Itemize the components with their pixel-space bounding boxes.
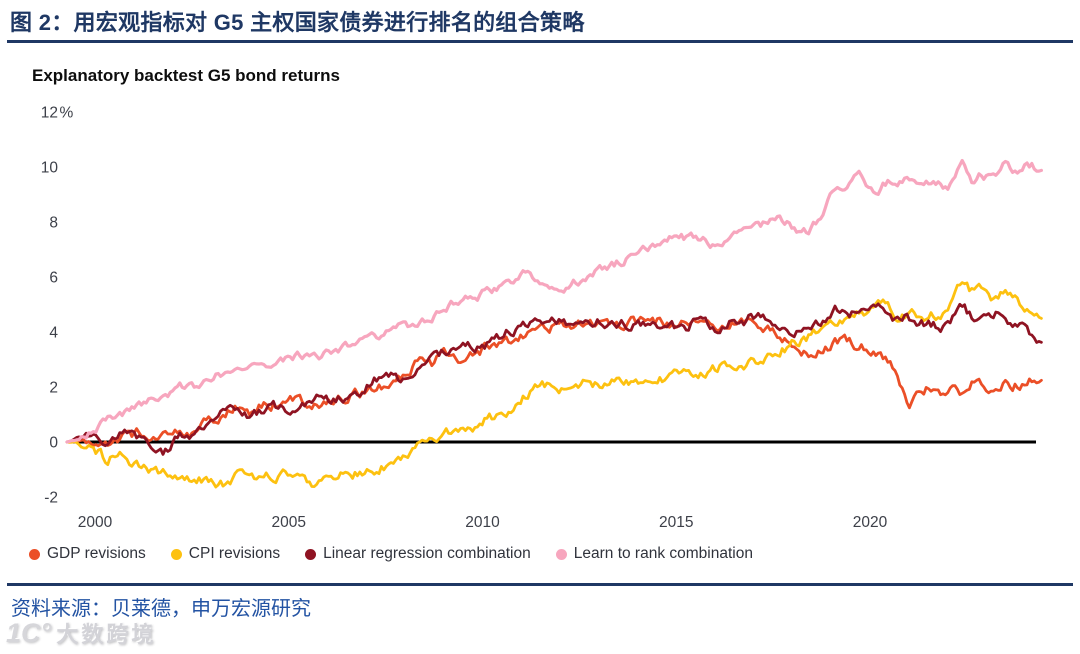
svg-text:6: 6 <box>49 270 58 287</box>
svg-text:2000: 2000 <box>78 514 113 531</box>
svg-text:2010: 2010 <box>465 514 500 531</box>
svg-text:0: 0 <box>49 435 58 452</box>
gdp-revisions-dot-icon <box>29 548 40 560</box>
legend-label: Learn to rank combination <box>573 545 753 562</box>
title-divider <box>7 40 1073 43</box>
svg-text:10: 10 <box>41 160 59 177</box>
linear-regression-dot-icon <box>305 548 317 560</box>
legend-item-learn-to-rank: Learn to rank combination <box>555 545 753 563</box>
legend-item-gdp-revisions: GDP revisions <box>29 545 146 563</box>
watermark-logo-icon: 1C° <box>6 617 52 648</box>
watermark-text: 大数跨境 <box>56 622 157 647</box>
source-text: 资料来源：贝莱德，申万宏源研究 <box>11 598 311 620</box>
chart-title: Explanatory backtest G5 bond returns <box>32 66 340 85</box>
svg-text:%: % <box>60 105 74 122</box>
legend-label: GDP revisions <box>47 545 146 562</box>
legend-label: Linear regression combination <box>323 545 531 562</box>
svg-text:4: 4 <box>49 325 58 342</box>
cpi-revisions-dot-icon <box>170 548 182 560</box>
svg-text:2020: 2020 <box>853 514 888 531</box>
legend-label: CPI revisions <box>188 545 281 562</box>
chart-legend: GDP revisions CPI revisions Linear regre… <box>29 545 753 563</box>
source-divider <box>7 583 1073 586</box>
watermark: 1C° 大数跨境 <box>6 617 156 649</box>
legend-item-cpi-revisions: CPI revisions <box>170 545 281 563</box>
svg-text:-2: -2 <box>44 490 58 507</box>
legend-item-linear-regression: Linear regression combination <box>305 545 531 563</box>
svg-text:2: 2 <box>49 380 58 397</box>
svg-text:8: 8 <box>49 215 58 232</box>
figure-title: 图 2：用宏观指标对 G5 主权国家债券进行排名的组合策略 <box>10 10 585 35</box>
svg-text:2015: 2015 <box>659 514 693 531</box>
learn-to-rank-dot-icon <box>555 548 567 560</box>
svg-text:2005: 2005 <box>272 514 306 531</box>
svg-text:12: 12 <box>41 105 58 122</box>
